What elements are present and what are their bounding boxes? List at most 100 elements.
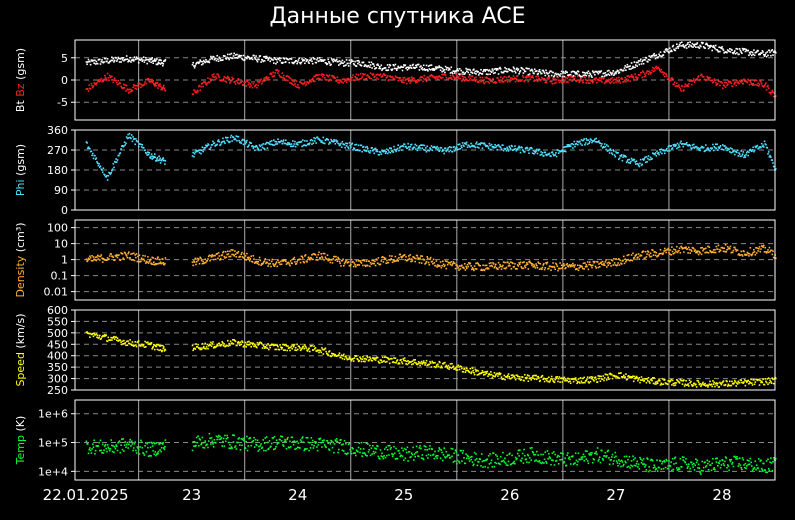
bt-point <box>456 69 458 72</box>
speed-point <box>365 358 368 361</box>
density-point <box>410 260 412 263</box>
speed-point <box>720 383 723 386</box>
phi-point <box>372 148 375 151</box>
temp-point <box>156 453 158 455</box>
speed-point <box>226 344 228 347</box>
phi-point <box>348 142 351 144</box>
bz-point <box>584 76 586 79</box>
phi-point <box>85 141 88 143</box>
phi-point <box>647 157 649 160</box>
phi-point <box>509 148 512 150</box>
density-point <box>499 263 501 266</box>
density-point <box>573 266 576 268</box>
bz-point <box>417 79 419 81</box>
density-point <box>439 261 442 263</box>
panel-frame <box>74 219 776 301</box>
speed-point <box>303 347 305 350</box>
phi-point <box>497 144 500 146</box>
temp-point <box>119 451 122 454</box>
density-point <box>212 255 214 257</box>
bt-point <box>116 60 118 62</box>
temp-point <box>133 447 135 449</box>
density-point <box>648 254 650 256</box>
density-point <box>546 261 549 264</box>
temp-point <box>159 442 162 444</box>
density-point <box>133 252 135 254</box>
y-axis-label-part: (cm³) <box>14 222 27 255</box>
phi-point <box>265 141 268 144</box>
bt-point <box>110 59 112 62</box>
bz-point <box>350 79 353 81</box>
phi-point <box>719 146 721 148</box>
density-point <box>618 258 620 260</box>
phi-point <box>585 137 588 140</box>
bz-point <box>362 73 364 75</box>
density-point <box>315 259 317 261</box>
speed-point <box>526 374 529 376</box>
phi-point <box>386 148 388 151</box>
bt-point <box>397 65 399 68</box>
speed-point <box>625 373 627 375</box>
speed-point <box>446 366 448 368</box>
bz-point <box>711 79 713 82</box>
phi-point <box>415 148 417 150</box>
density-point <box>92 260 94 262</box>
bz-point <box>652 70 655 73</box>
speed-point <box>317 349 320 352</box>
bz-point <box>457 76 460 79</box>
phi-point <box>301 145 303 148</box>
bz-point <box>746 81 749 84</box>
density-point <box>227 253 230 255</box>
density-point <box>219 257 222 260</box>
speed-point <box>107 336 110 339</box>
density-point <box>223 255 226 258</box>
bz-point <box>714 81 717 84</box>
speed-point <box>234 339 236 342</box>
speed-point <box>652 377 654 379</box>
bz-point <box>422 80 424 83</box>
bz-point <box>679 88 682 90</box>
density-point <box>528 260 531 263</box>
bt-point <box>263 60 266 62</box>
bt-point <box>702 46 705 48</box>
bt-point <box>688 46 690 48</box>
bz-point <box>162 87 164 90</box>
phi-point <box>621 159 624 162</box>
speed-point <box>237 341 240 343</box>
bz-point <box>740 81 742 83</box>
density-point <box>357 264 359 266</box>
bt-point <box>161 62 163 64</box>
density-point <box>717 248 719 251</box>
density-point <box>674 249 677 251</box>
bz-point <box>346 77 349 80</box>
phi-point <box>700 147 702 149</box>
speed-point <box>334 353 337 356</box>
bt-point <box>753 54 756 57</box>
speed-point <box>125 340 128 343</box>
phi-point <box>528 148 531 151</box>
speed-point <box>598 375 601 377</box>
speed-point <box>359 356 361 358</box>
phi-point <box>260 149 262 151</box>
phi-point <box>285 139 287 141</box>
phi-point <box>613 150 615 152</box>
phi-point <box>314 137 317 140</box>
phi-point <box>758 147 760 149</box>
bt-point <box>96 62 99 65</box>
bt-point <box>200 63 203 66</box>
density-point <box>696 251 699 254</box>
bt-point <box>697 46 700 49</box>
speed-point <box>371 360 373 362</box>
speed-point <box>618 372 620 375</box>
bt-point <box>529 69 532 72</box>
bt-point <box>425 64 428 67</box>
bt-point <box>323 59 326 61</box>
bt-point <box>330 63 332 66</box>
y-tick-label: 550 <box>47 315 68 328</box>
phi-point <box>115 158 117 160</box>
density-point <box>96 256 98 258</box>
speed-point <box>119 339 122 341</box>
speed-point <box>771 377 774 379</box>
bz-point <box>515 78 518 80</box>
bt-point <box>488 69 491 71</box>
